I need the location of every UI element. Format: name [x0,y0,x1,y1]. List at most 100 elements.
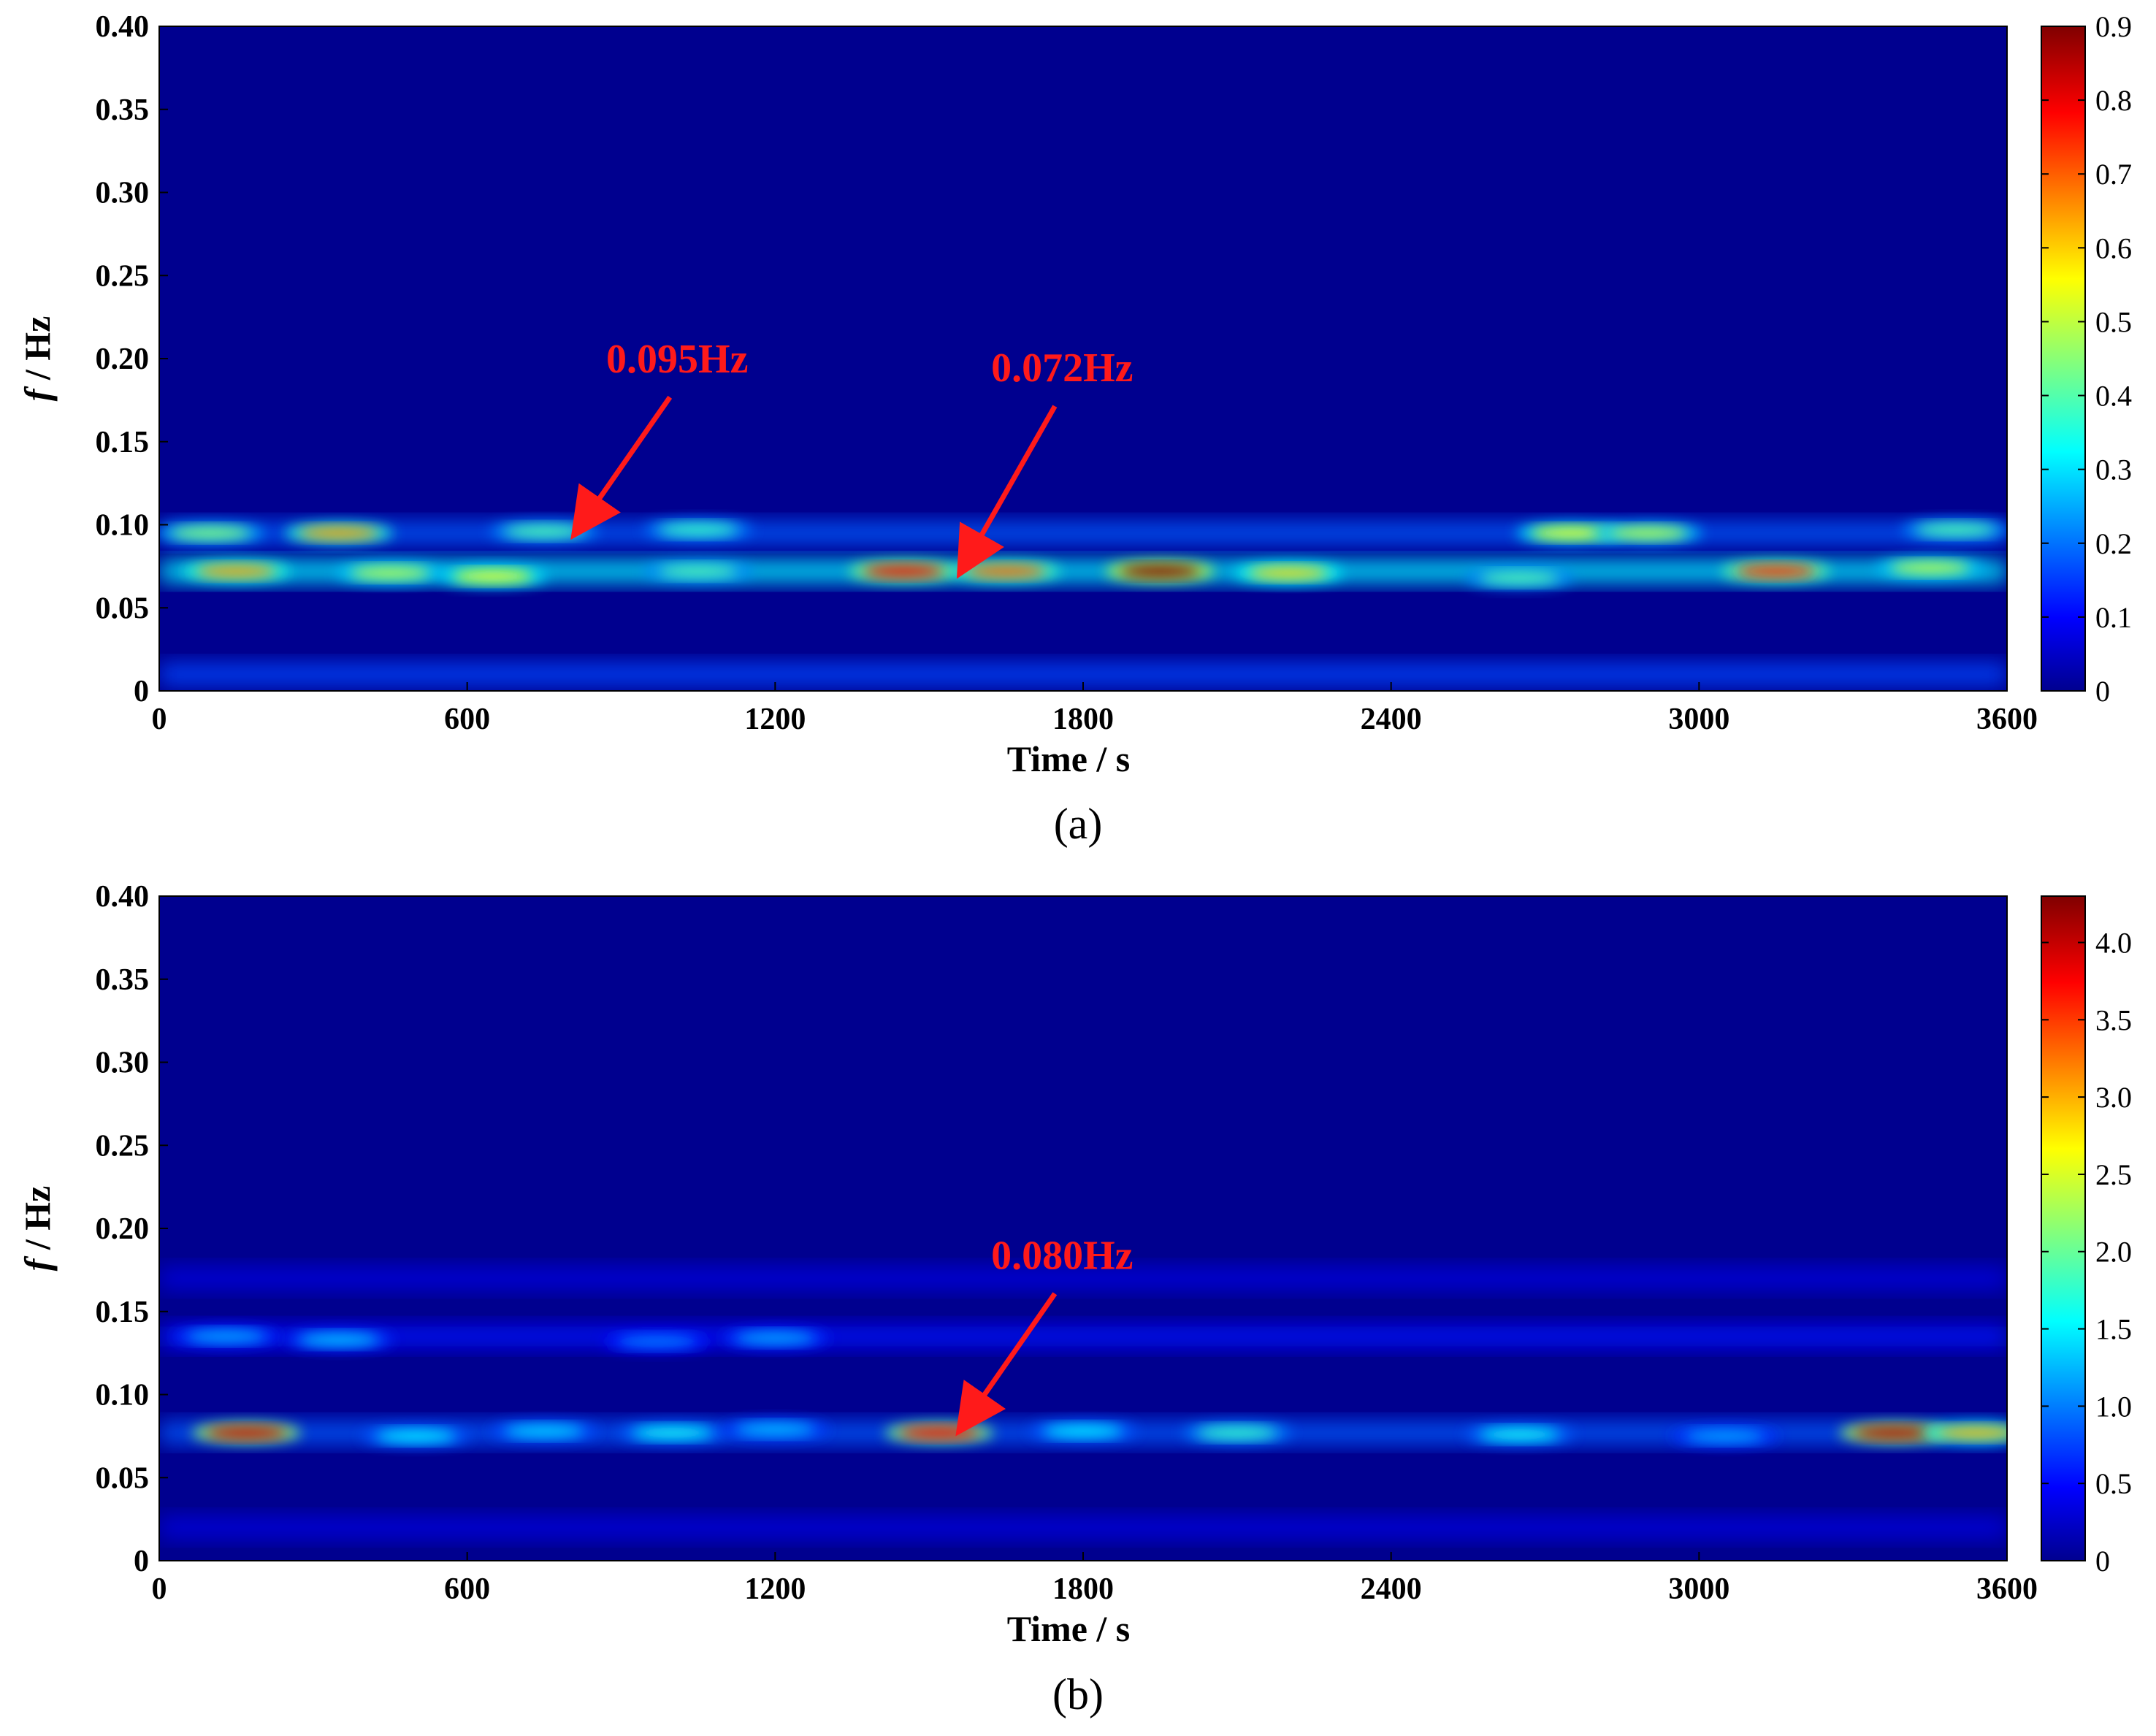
heatmap-hotspot [504,1425,585,1437]
heatmap-hotspot [1530,527,1611,539]
y-axis-label-symbol: f [17,386,58,401]
x-tick-label: 0 [152,703,167,736]
x-tick-label: 1800 [1052,1572,1114,1606]
heatmap-hotspot [298,1334,379,1346]
annotations-b: 0.080Hz [955,1233,1134,1437]
colorbar-tick-label: 0.2 [2095,527,2132,560]
annotation-arrow [956,405,1058,579]
panel-label-b: (b) [1052,1670,1104,1718]
heatmap-hotspot [1935,1426,2007,1439]
x-tick-label: 600 [444,1572,490,1606]
heatmap-background [159,896,2007,1561]
y-tick-label: 0.05 [96,1461,150,1495]
annotation-arrow [570,395,673,540]
colorbar-tick-label: 0 [2095,1545,2110,1578]
colorbar-tick-label: 1.0 [2095,1390,2132,1423]
heatmap-hotspot [170,527,251,539]
colorbar-tick-label: 0.7 [2095,158,2132,191]
panel-label-a: (a) [1054,800,1103,848]
colorbar-tick-label: 0.8 [2095,84,2132,117]
y-tick-label: 0.30 [96,1047,150,1080]
x-tick-label: 3000 [1668,1572,1729,1606]
heatmap-hotspot [1889,562,1970,574]
annotation-label: 0.095Hz [606,337,748,382]
colorbar-a: 0 0.1 0.2 0.3 0.4 0.5 0.6 0.7 0.8 0.9 [2041,10,2132,708]
colorbar-tick-label: 0 [2095,675,2110,708]
heatmap-hotspot [186,1330,267,1342]
colorbar-tick-label: 0.3 [2095,454,2132,486]
y-axis-label: f / Hz [17,316,58,402]
x-tick-label: 3000 [1668,703,1729,736]
heatmap-hotspot [504,525,585,538]
annotation-label: 0.072Hz [991,345,1133,391]
heatmap-hotspot [350,567,431,579]
x-tick-label: 1200 [744,703,806,736]
heatmap-hotspot [452,570,533,583]
x-tick-label: 1200 [744,1572,806,1606]
heatmap-hotspot [735,1423,816,1436]
x-tick-label: 3600 [1976,703,2038,736]
colorbar-gradient [2041,896,2085,1561]
heatmap-hotspot [863,565,944,578]
colorbar-tick-label: 0.1 [2095,601,2132,634]
heatmap-hotspot [1196,1426,1277,1439]
colorbar-tick-label: 4.0 [2095,926,2132,959]
heatmap-layer [159,896,2007,1561]
y-tick-label: 0.25 [96,259,150,293]
x-axis-label: Time / s [1007,738,1131,779]
y-tick-label: 0.05 [96,592,150,625]
annotations-a: 0.095Hz 0.072Hz [570,337,1134,579]
heatmap-hotspot [1735,565,1816,578]
colorbar-frame [2041,26,2086,692]
heatmap-band [159,522,2007,543]
panel-b: 0 600 1200 1800 2400 3000 3600 0 0.05 0.10 0.15 0.2… [17,880,2132,1718]
colorbar-tick-label: 0.5 [2095,305,2132,338]
colorbar-b: 0 0.5 1.0 1.5 2.0 2.5 3.0 3.5 4.0 [2041,895,2132,1578]
colorbar-tick-label: 0.6 [2095,232,2132,264]
y-tick-label: 0.35 [96,93,150,127]
heatmap-hotspot [899,1426,980,1439]
heatmap-hotspot [298,527,379,539]
heatmap-band [159,664,2007,685]
y-tick-label: 0.30 [96,177,150,210]
heatmap-hotspot [1120,565,1201,578]
heatmap-band [159,1517,2007,1538]
y-tick-label: 0 [134,1545,149,1578]
y-tick-label: 0.15 [96,426,150,459]
colorbar-tick-label: 3.0 [2095,1081,2132,1114]
colorbar-tick-label: 2.0 [2095,1236,2132,1269]
colorbar-tick-label: 3.5 [2095,1003,2132,1036]
colorbar-tick-label: 1.5 [2095,1313,2132,1346]
panel-a: 0 600 1200 1800 2400 3000 360000.050.100.150.2… [17,10,2132,848]
axes-b: 0 600 1200 1800 2400 3000 3600 0 0.05 0.10 0.15 0.2… [17,880,2038,1649]
heatmap-band [159,1326,2007,1347]
y-tick-label: 0.35 [96,963,150,997]
heatmap-hotspot [1479,572,1560,584]
heatmap-hotspot [1043,1425,1123,1437]
heatmap-layer [159,26,2007,691]
y-tick-label: 0.40 [96,880,150,914]
colorbar-frame [2041,895,2086,1561]
y-tick-label: 0.10 [96,1379,150,1412]
heatmap-hotspot [1684,1430,1765,1442]
y-tick-label: 0.20 [96,1212,150,1246]
y-axis-label-unit: / Hz [17,1186,58,1259]
heatmap-hotspot [1479,1429,1560,1441]
heatmap-hotspot [735,1332,816,1345]
heatmap-a [159,26,2007,691]
annotation-arrow [955,1292,1058,1437]
heatmap-hotspot [632,1426,713,1439]
x-tick-label: 1800 [1052,703,1114,736]
colorbar-tick-label: 0.9 [2095,10,2132,43]
x-axis-label: Time / s [1007,1608,1131,1649]
heatmap-hotspot [1854,1426,1935,1439]
x-tick-label: 3600 [1976,1572,2038,1606]
y-axis-label: f / Hz [17,1186,58,1272]
heatmap-hotspot [616,1335,697,1347]
colorbar-tick-label: 0.5 [2095,1467,2132,1500]
heatmap-hotspot [966,565,1047,578]
y-axis-label-symbol: f [17,1255,58,1271]
heatmap-band [159,1268,2007,1289]
y-tick-label: 0.20 [96,343,150,376]
colorbar-tick-label: 2.5 [2095,1158,2132,1191]
